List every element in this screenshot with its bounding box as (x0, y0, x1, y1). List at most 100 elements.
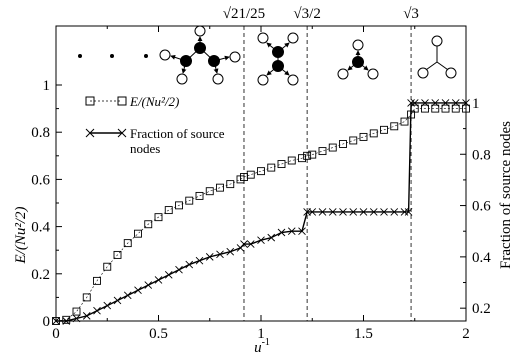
data-point-x (226, 247, 235, 256)
data-point-x (277, 228, 286, 237)
vertical-line-label: √3/2 (293, 6, 320, 22)
data-point-x (216, 250, 224, 259)
data-point-x (52, 317, 60, 325)
data-point-square (185, 196, 194, 205)
data-point-x (195, 256, 204, 265)
data-point-x (462, 99, 470, 107)
data-point-x (123, 291, 132, 300)
data-point-square (287, 156, 296, 165)
y-left-tick-label: 0.8 (31, 125, 50, 141)
series-energy (52, 104, 470, 325)
graph-diagram-1 (159, 25, 241, 85)
data-point-square (205, 187, 214, 196)
data-point-x (134, 286, 142, 295)
vertical-line-label: √3 (403, 6, 419, 22)
graph-diagram-3 (337, 39, 379, 80)
graph-diagrams (78, 25, 457, 86)
data-point-x (380, 208, 388, 216)
data-point-square (277, 160, 286, 169)
data-point-square (72, 307, 81, 316)
x-tick-label: 1 (257, 326, 265, 342)
data-point-square (82, 293, 91, 302)
x-axis-title: u-1 (254, 337, 270, 356)
y-right-tick-label: 0.2 (472, 301, 491, 317)
data-point-square (318, 147, 327, 156)
data-point-x (287, 227, 296, 236)
x-tick-label: 2 (462, 326, 470, 342)
y-right-tick-label: 0.8 (472, 147, 491, 163)
data-point-x (164, 271, 173, 279)
data-point-x (451, 99, 460, 107)
y-left-tick-label: 0.4 (31, 220, 50, 236)
data-point-x (308, 208, 317, 216)
y-left-tick-label: 0.6 (31, 172, 50, 188)
data-point-square (328, 143, 337, 152)
data-point-square (451, 104, 460, 113)
data-point-square (369, 129, 378, 138)
data-point-x (257, 236, 265, 245)
continuation-dots (78, 54, 148, 58)
data-point-square (339, 140, 347, 148)
data-point-x (390, 208, 399, 216)
data-point-square (226, 180, 235, 189)
data-point-square (380, 125, 388, 134)
y-left-tick-label: 1 (43, 78, 51, 94)
data-point-square (103, 262, 112, 271)
x-tick-label: 1.5 (354, 326, 373, 342)
data-point-x (113, 296, 122, 305)
data-point-x (441, 99, 450, 107)
legend-label-fraction-line1: Fraction of source (130, 126, 225, 141)
data-point-x (103, 301, 112, 310)
y-left-tick-label: 0 (43, 314, 51, 330)
data-point-x (246, 240, 255, 248)
data-point-x (421, 99, 429, 107)
vertical-line-titles: √21/25 √3/2 √3 (223, 6, 419, 22)
data-point-x (410, 99, 419, 107)
data-point-square (246, 170, 255, 179)
data-point-square (164, 206, 173, 215)
vertical-line-label: √21/25 (223, 6, 265, 22)
legend-label-energy: E/(Nu²/2) (129, 94, 179, 109)
data-point-x (82, 312, 91, 320)
x-tick-label: 0 (52, 326, 60, 342)
data-point-square (298, 154, 306, 163)
data-point-square (462, 104, 470, 113)
series-layer (52, 99, 470, 325)
data-point-x (240, 240, 248, 248)
data-point-square (216, 183, 224, 192)
data-point-x (175, 265, 183, 274)
series-line (55, 108, 466, 322)
data-point-square (431, 104, 440, 113)
data-point-x (328, 208, 337, 216)
data-point-x (431, 99, 440, 107)
axes: 0 0.5 1 1.5 2 0 0.2 0.4 0.6 0.8 1 0.2 0.4 0.6 0.8 1 (31, 26, 491, 342)
legend-x-sample (85, 128, 127, 138)
data-point-square (175, 201, 183, 210)
data-point-x (404, 208, 413, 216)
data-point-square (134, 229, 142, 238)
data-point-square (123, 239, 132, 248)
legend-square-sample (85, 96, 127, 106)
data-point-square (267, 163, 276, 172)
data-point-square (359, 132, 368, 141)
y-right-tick-label: 1 (472, 96, 480, 112)
data-point-square (303, 151, 312, 160)
y-left-tick-label: 0.2 (31, 267, 50, 283)
data-point-square (144, 220, 153, 229)
data-point-square (390, 122, 399, 131)
plot-frame (55, 25, 467, 322)
data-point-x (359, 208, 368, 216)
data-point-x (205, 253, 214, 261)
data-point-square (195, 191, 204, 200)
data-point-square (93, 276, 101, 285)
data-point-x (72, 314, 81, 323)
data-point-x (93, 306, 101, 315)
data-point-x (185, 260, 194, 269)
data-point-x (339, 208, 347, 216)
data-point-x (407, 99, 415, 107)
y-right-tick-label: 0.6 (472, 199, 491, 215)
legend-label-fraction-line2: nodes (130, 141, 160, 156)
data-point-square (400, 117, 409, 126)
data-point-square (308, 150, 317, 159)
y-right-tick-label: 0.4 (472, 250, 491, 266)
